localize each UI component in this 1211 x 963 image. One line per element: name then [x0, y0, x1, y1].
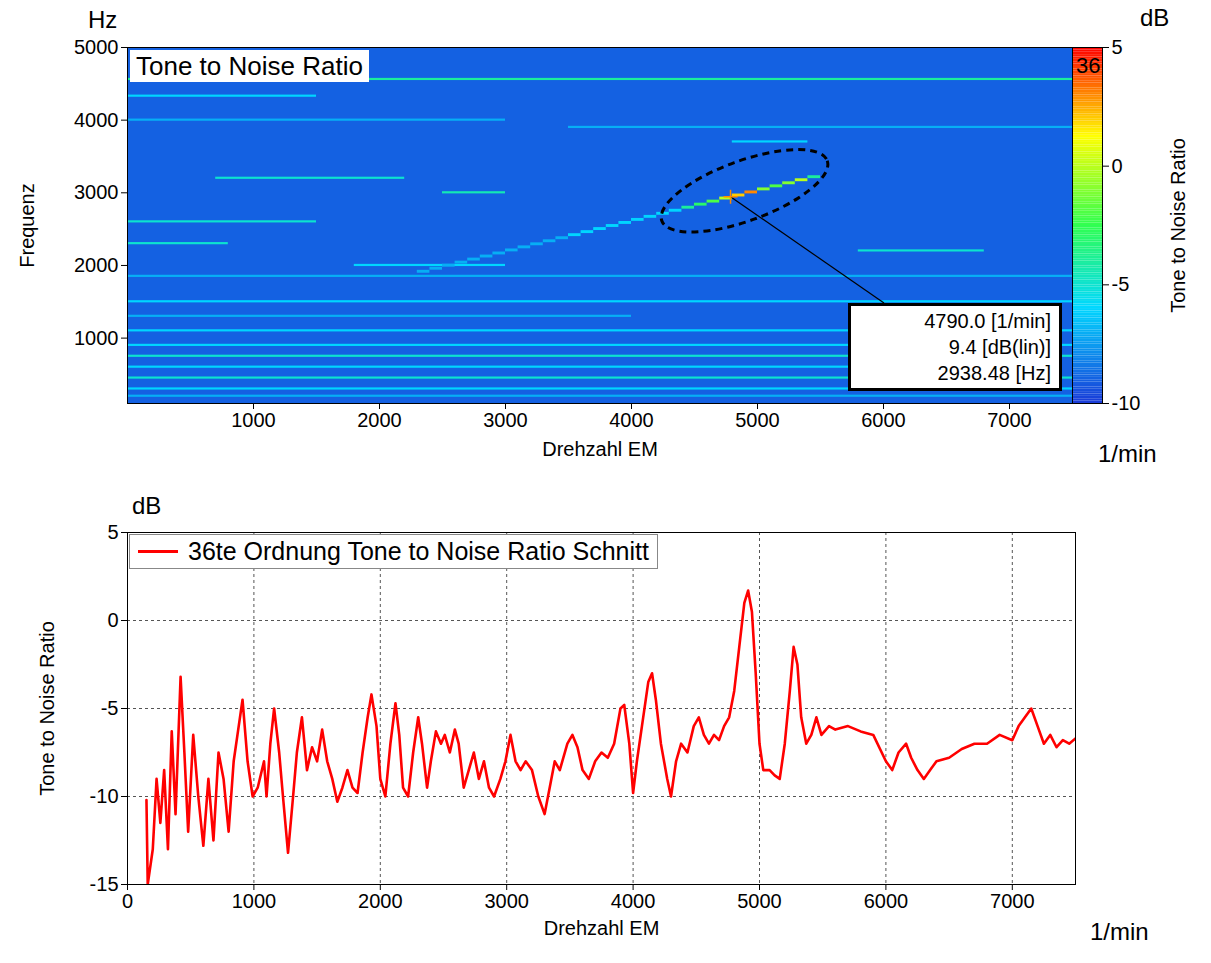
svg-text:3000: 3000: [483, 409, 528, 431]
svg-text:1000: 1000: [231, 409, 276, 431]
html-text:2938.48 [Hz]: 2938.48 [Hz]: [937, 362, 1051, 384]
svg-text:4000: 4000: [611, 890, 656, 912]
html-text:36: 36: [1076, 53, 1101, 78]
html-text:dB: dB: [132, 492, 162, 519]
svg-text:-10: -10: [90, 785, 119, 807]
svg-text:2000: 2000: [74, 254, 119, 276]
html-text:Tone to Noise Ratio: Tone to Noise Ratio: [136, 51, 363, 81]
svg-text:-15: -15: [90, 873, 119, 895]
html-text:dB: dB: [1140, 4, 1170, 31]
svg-text:5000: 5000: [735, 409, 780, 431]
svg-text:6000: 6000: [864, 890, 909, 912]
svg-text:1000: 1000: [74, 327, 119, 349]
html-text:36te Ordnung Tone to Noise Rat: 36te Ordnung Tone to Noise Ratio Schnitt: [188, 537, 649, 565]
html-text:Hz: Hz: [88, 6, 118, 33]
html-text:1/min: 1/min: [1098, 440, 1157, 467]
svg-text:7000: 7000: [987, 409, 1032, 431]
svg-text:5: 5: [107, 521, 118, 543]
svg-text:6000: 6000: [861, 409, 906, 431]
svg-text:0: 0: [107, 609, 118, 631]
html-text:4790.0 [1/min]: 4790.0 [1/min]: [924, 310, 1051, 332]
svg-text:5000: 5000: [74, 36, 119, 58]
html-text:9.4 [dB(lin)]: 9.4 [dB(lin)]: [948, 336, 1051, 358]
svg-text:-5: -5: [1112, 273, 1130, 295]
svg-text:2000: 2000: [357, 409, 402, 431]
html-text:1/min: 1/min: [1090, 918, 1149, 945]
svg-text:2000: 2000: [358, 890, 403, 912]
svg-text:0: 0: [1112, 155, 1123, 177]
svg-text:4000: 4000: [74, 109, 119, 131]
svg-text:Tone to Noise Ratio: Tone to Noise Ratio: [36, 621, 58, 796]
svg-text:7000: 7000: [990, 890, 1035, 912]
svg-text:Frequenz: Frequenz: [16, 183, 38, 268]
svg-text:-10: -10: [1112, 392, 1141, 414]
svg-text:Tone to Noise Ratio: Tone to Noise Ratio: [1167, 138, 1189, 313]
svg-text:5000: 5000: [737, 890, 782, 912]
svg-text:0: 0: [122, 890, 133, 912]
svg-text:Drehzahl EM: Drehzahl EM: [542, 438, 658, 460]
svg-text:-5: -5: [101, 697, 119, 719]
svg-text:1000: 1000: [232, 890, 277, 912]
svg-text:3000: 3000: [484, 890, 529, 912]
svg-text:Drehzahl EM: Drehzahl EM: [544, 917, 660, 939]
svg-text:4000: 4000: [609, 409, 654, 431]
svg-text:5: 5: [1112, 36, 1123, 58]
svg-text:3000: 3000: [74, 181, 119, 203]
